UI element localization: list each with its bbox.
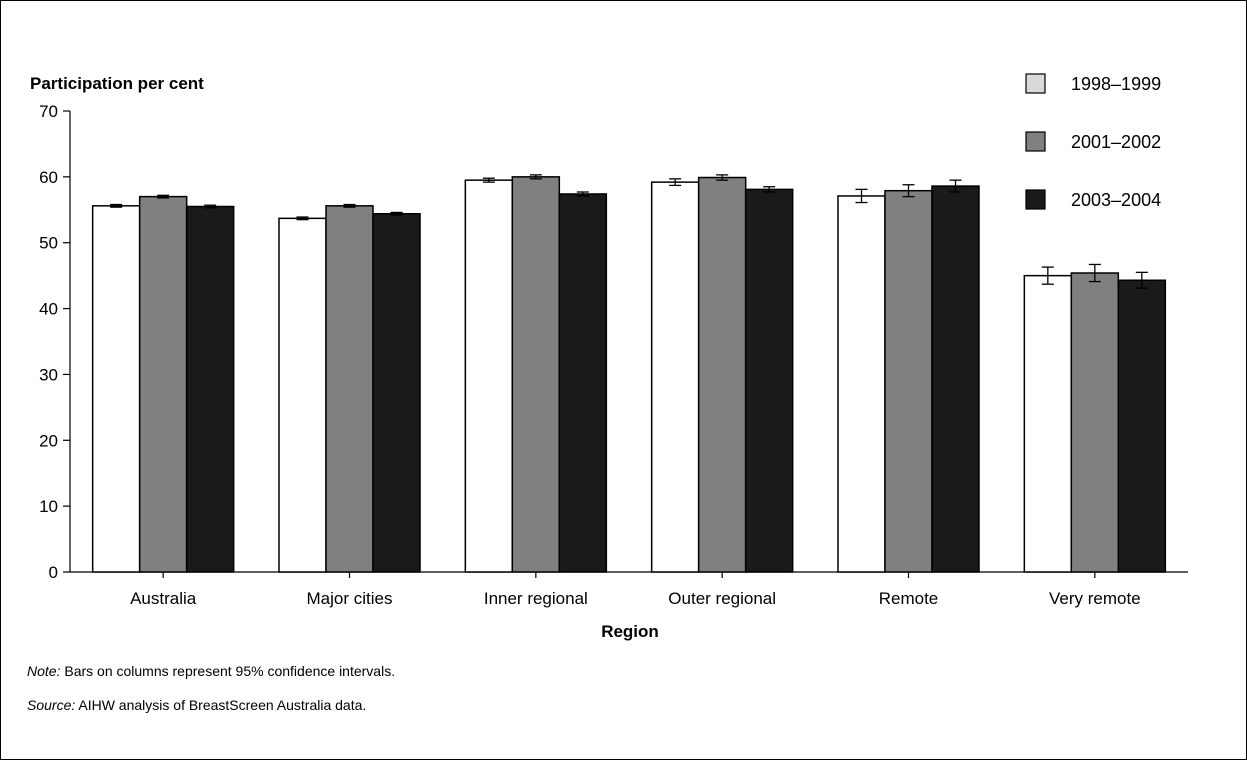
- bar: [372, 212, 421, 573]
- bar: [1117, 279, 1167, 573]
- legend-swatch: [1025, 73, 1046, 94]
- bar: [464, 179, 514, 573]
- y-tick-label: 40: [39, 300, 58, 319]
- legend-swatch: [1025, 131, 1046, 152]
- bar: [185, 205, 235, 573]
- x-tick-label: Remote: [879, 589, 939, 608]
- x-tick-label: Inner regional: [484, 589, 588, 608]
- y-tick-label: 0: [49, 563, 58, 582]
- bar: [744, 188, 794, 573]
- bar: [558, 193, 608, 573]
- legend-label: 2001–2002: [1071, 132, 1161, 152]
- bar: [697, 176, 747, 573]
- bar: [1070, 272, 1120, 573]
- y-tick-label: 60: [39, 168, 58, 187]
- bar: [91, 205, 141, 573]
- x-axis-title: Region: [601, 622, 659, 641]
- legend-swatch: [1025, 189, 1046, 210]
- bar: [931, 185, 980, 573]
- y-tick-label: 20: [39, 431, 58, 450]
- y-tick-label: 30: [39, 365, 58, 384]
- source-label: Source:: [27, 697, 76, 713]
- bar: [138, 195, 188, 573]
- bar: [278, 217, 327, 573]
- y-tick-label: 70: [39, 102, 58, 121]
- legend-label: 2003–2004: [1071, 190, 1161, 210]
- bar: [884, 189, 933, 573]
- x-tick-label: Outer regional: [668, 589, 776, 608]
- x-tick-label: Very remote: [1049, 589, 1141, 608]
- y-tick-label: 50: [39, 234, 58, 253]
- bar: [511, 176, 561, 573]
- legend-label: 1998–1999: [1071, 74, 1161, 94]
- note-label: Note:: [27, 663, 61, 679]
- source-text: AIHW analysis of BreastScreen Australia …: [75, 697, 367, 713]
- legend: 1998–1999 2001–2002 2003–2004: [1025, 73, 1161, 210]
- y-tick-label: 10: [39, 497, 58, 516]
- bar: [837, 195, 886, 573]
- axes: 0 10 20 30 40 50 60 70 Australia Major cities Inne…: [39, 102, 1188, 608]
- note-text: Bars on columns represent 95% confidence…: [60, 663, 396, 679]
- bar: [325, 205, 374, 573]
- bars-group: [91, 174, 1167, 573]
- source-line: Source: AIHW analysis of BreastScreen Au…: [27, 697, 366, 713]
- bar: [650, 181, 700, 573]
- bar: [1023, 274, 1073, 573]
- x-tick-label: Major cities: [307, 589, 393, 608]
- y-axis-title: Participation per cent: [30, 74, 204, 93]
- x-tick-label: Australia: [130, 589, 197, 608]
- note-line: Note: Bars on columns represent 95% conf…: [27, 663, 395, 679]
